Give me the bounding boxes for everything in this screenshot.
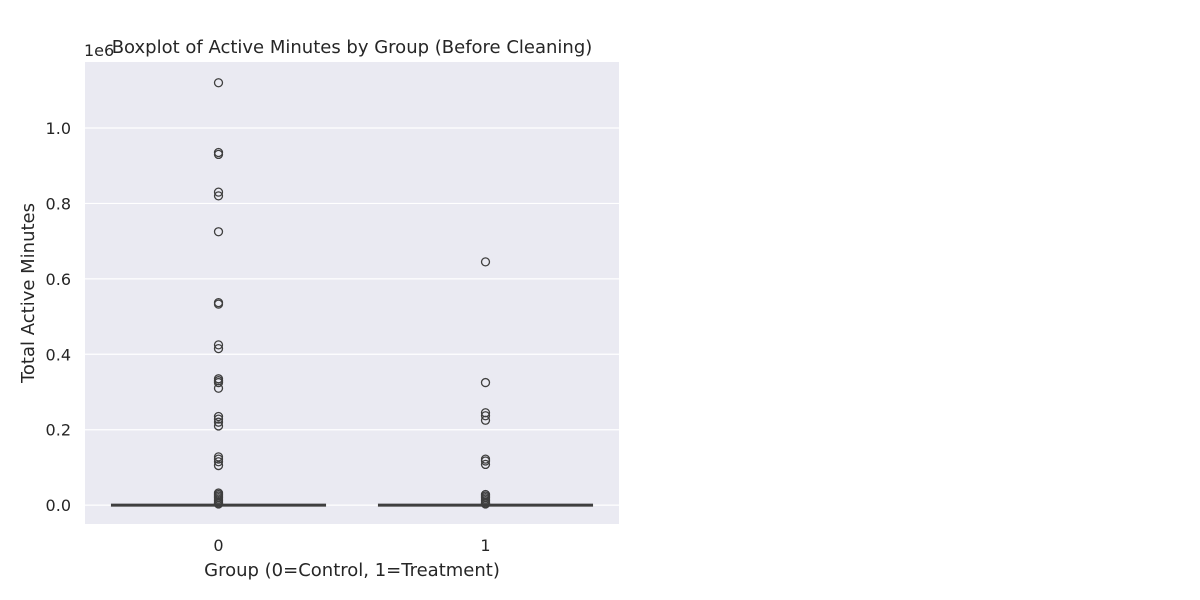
box-marks bbox=[110, 78, 594, 509]
outlier-point bbox=[213, 191, 224, 201]
y-tick-label: 0.6 bbox=[46, 270, 71, 289]
outlier-point bbox=[213, 417, 224, 427]
outlier-point bbox=[480, 257, 491, 267]
chart-title: Boxplot of Active Minutes by Group (Befo… bbox=[112, 37, 593, 58]
outlier-point bbox=[213, 383, 224, 393]
outlier-point bbox=[213, 340, 224, 350]
outlier-point bbox=[213, 187, 224, 197]
outlier-point bbox=[213, 78, 224, 88]
outlier-point bbox=[213, 414, 224, 424]
outlier-point bbox=[213, 499, 224, 509]
outlier-point bbox=[480, 456, 491, 466]
outlier-point bbox=[213, 460, 224, 471]
outlier-point bbox=[480, 499, 491, 509]
x-tick-label: 0 bbox=[213, 536, 223, 555]
y-tick-label: 1.0 bbox=[46, 119, 71, 138]
y-tick-label: 0.0 bbox=[46, 496, 71, 515]
x-tick-label: 1 bbox=[480, 536, 490, 555]
outlier-point bbox=[213, 411, 224, 422]
outlier-point bbox=[213, 421, 224, 431]
plot-area bbox=[85, 62, 619, 524]
outlier-point bbox=[480, 377, 491, 388]
outlier-point bbox=[213, 299, 224, 309]
x-axis-label: Group (0=Control, 1=Treatment) bbox=[204, 560, 500, 581]
y-tick-label: 0.2 bbox=[46, 421, 71, 440]
outlier-point bbox=[213, 454, 224, 464]
outlier-point bbox=[480, 459, 491, 470]
outlier-point bbox=[480, 415, 491, 425]
y-tick-label: 0.4 bbox=[46, 345, 71, 364]
outlier-point bbox=[213, 149, 224, 160]
y-offset-text: 1e6 bbox=[84, 41, 114, 60]
outlier-point bbox=[480, 411, 491, 421]
y-tick-labels: 0.0 0.2 0.4 0.6 0.8 1.0 bbox=[46, 119, 71, 515]
outlier-point bbox=[213, 457, 224, 467]
outlier-point bbox=[213, 377, 224, 388]
y-tick-label: 0.8 bbox=[46, 194, 71, 213]
outlier-point bbox=[213, 343, 224, 354]
outlier-point bbox=[213, 227, 224, 237]
y-axis-label: Total Active Minutes bbox=[18, 203, 39, 384]
